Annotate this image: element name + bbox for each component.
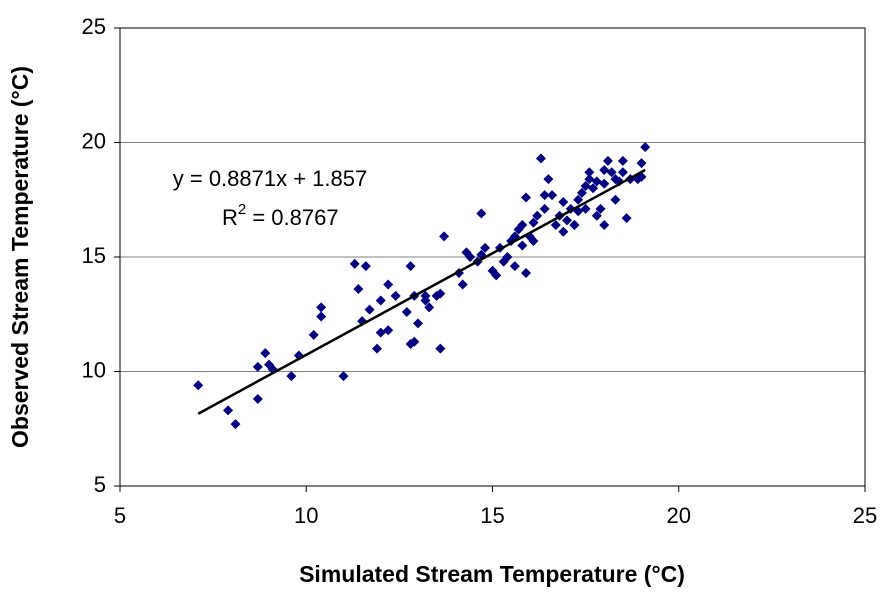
point [375,327,386,338]
y-tick-label: 5 [94,472,106,497]
point [260,348,271,359]
point [375,295,386,306]
point [599,178,610,189]
point [502,252,513,262]
point [576,187,587,198]
y-tick-label: 10 [82,357,106,382]
trendline [197,168,646,415]
point [584,167,595,178]
point [595,203,606,214]
y-tick-label: 15 [82,243,106,268]
point [435,343,446,354]
point [573,194,584,205]
point [405,261,416,272]
point [610,194,621,205]
point [517,219,528,230]
point [509,261,520,272]
point [580,181,591,192]
y-tick-label: 20 [82,128,106,153]
point [640,142,651,153]
point [316,311,327,322]
point [461,247,472,258]
point [286,371,297,382]
point [383,325,394,336]
point [562,215,572,226]
point [223,405,234,416]
point [528,217,539,228]
point [569,219,580,230]
point [230,419,241,430]
point [424,302,435,313]
point [602,155,613,166]
point [636,158,647,169]
x-tick-label: 20 [667,503,691,528]
point [621,213,632,224]
point [599,219,610,230]
point [539,190,550,201]
point [420,290,431,301]
point [457,279,468,290]
point [550,219,561,230]
point [413,318,423,329]
point [372,343,383,354]
point [491,270,502,281]
point [539,203,550,214]
x-tick-label: 25 [853,503,877,528]
point [528,235,539,246]
point [193,380,204,391]
point [617,155,628,166]
point [580,203,591,214]
equation: y = 0.8871x + 1.857 [173,166,368,191]
y-tick-label: 25 [82,14,106,39]
point [439,231,450,242]
r-squared: R2 = 0.8767 [222,201,339,230]
point [521,268,532,279]
point [383,279,394,290]
r-squared-rest: = 0.8767 [246,205,338,230]
x-tick-label: 5 [114,503,126,528]
r-squared-base: R [222,205,238,230]
point [532,210,543,221]
point [435,288,446,299]
point [606,167,617,178]
x-tick-label: 10 [294,503,318,528]
point [364,304,375,315]
point [543,174,554,185]
point [349,258,360,269]
point [521,192,532,203]
point [591,176,602,187]
x-tick-label: 15 [480,503,504,528]
point [480,242,491,253]
point [535,153,546,164]
point [390,290,401,301]
point [401,306,412,317]
point [465,252,476,262]
r-squared-sup: 2 [238,201,246,218]
point [558,226,569,237]
point [584,174,595,185]
point [316,302,327,313]
y-axis-title: Observed Stream Temperature (°C) [7,66,33,448]
point [338,371,349,382]
point [308,329,319,340]
point [588,183,599,194]
x-axis-title: Simulated Stream Temperature (°C) [299,561,685,587]
point [252,393,263,404]
point [252,361,263,372]
point [360,261,371,272]
plot-frame [119,27,866,487]
point [353,284,364,295]
point [599,164,610,175]
point [558,197,569,208]
point [617,167,628,178]
point [476,208,487,219]
point [517,240,528,251]
point [591,210,602,221]
point [409,336,420,347]
point [547,190,558,201]
